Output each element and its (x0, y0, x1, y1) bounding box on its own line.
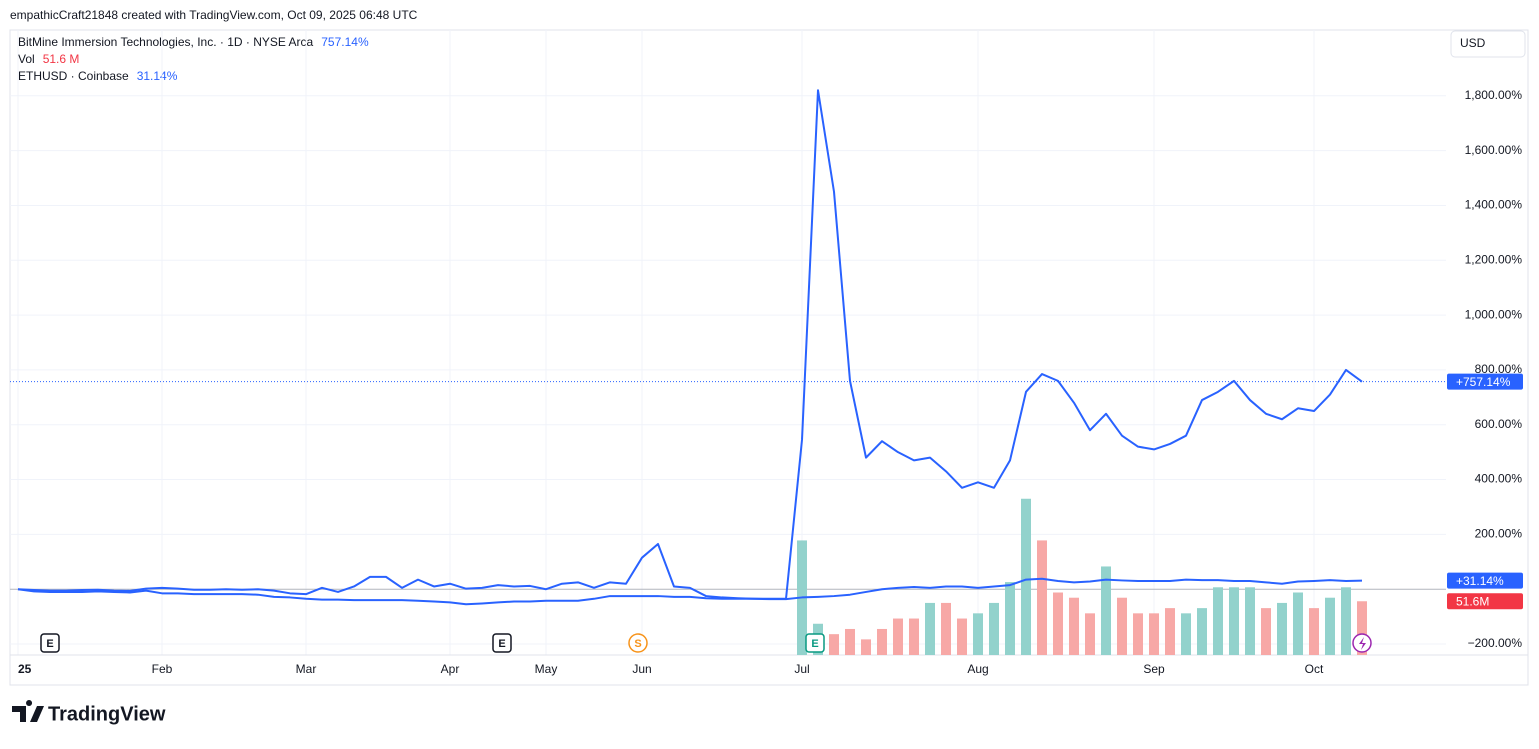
header: empathicCraft21848 created with TradingV… (10, 8, 418, 22)
y-tick-label: 1,000.00% (1465, 307, 1523, 321)
volume-bar (957, 618, 967, 655)
logo: TradingView (12, 700, 166, 725)
price-line (17, 577, 1363, 606)
volume-bar (829, 634, 839, 655)
x-tick-label: Oct (1305, 662, 1324, 676)
currency-button[interactable] (1450, 30, 1526, 58)
y-tick-label: 400.00% (1475, 472, 1523, 486)
price-badge (1447, 593, 1523, 610)
x-tick-label: Sep (1143, 662, 1165, 676)
split-icon (1359, 637, 1366, 650)
volume-bar (941, 602, 951, 655)
volume-bar (925, 602, 935, 655)
legend-value: 31.14% (137, 69, 178, 83)
x-tick-label: 25 (18, 662, 32, 676)
event-marker (628, 633, 648, 653)
x-tick-label: Jul (794, 662, 809, 676)
legend-value: 51.6 M (43, 52, 80, 66)
price-badge-label: +31.14% (1456, 574, 1504, 588)
volume-bar (1213, 587, 1223, 655)
volume-bar (1069, 597, 1079, 655)
y-tick-label: 1,600.00% (1465, 143, 1523, 157)
volume-bar (1229, 587, 1239, 655)
volume-bar (1165, 608, 1175, 655)
volume-bar (973, 613, 983, 655)
event-label: E (498, 638, 505, 650)
logo-text: TradingView (48, 703, 166, 725)
volume-bar (1181, 613, 1191, 655)
volume-bar (1245, 587, 1255, 655)
event-marker (492, 633, 512, 653)
volume-bar (989, 602, 999, 655)
y-tick-label: 1,200.00% (1465, 252, 1523, 266)
volume-bar (893, 618, 903, 655)
volume-bar (1261, 608, 1271, 655)
price-badge-label: 51.6M (1456, 594, 1489, 608)
volume-bar (1277, 602, 1287, 655)
volume-bar (877, 628, 887, 655)
price-badge-label: +757.14% (1456, 375, 1511, 389)
volume-bar (1037, 540, 1047, 655)
legend-value: 757.14% (321, 35, 369, 49)
y-tick-label: 800.00% (1475, 362, 1523, 376)
currency[interactable]: USD (1460, 36, 1486, 50)
y-tick-label: 1,400.00% (1465, 198, 1523, 212)
event-label: S (634, 638, 641, 650)
volume-bar (1117, 597, 1127, 655)
volume-bar (1309, 608, 1319, 655)
price-line (17, 89, 1363, 600)
x-tick-label: Feb (152, 662, 173, 676)
volume-bar (1341, 587, 1351, 655)
x-tick-label: Mar (296, 662, 317, 676)
event-label: E (811, 638, 818, 650)
volume-bar (1101, 566, 1111, 655)
volume-bar (1021, 498, 1031, 655)
legend-name: Vol (18, 52, 35, 66)
volume-bar (1085, 613, 1095, 655)
volume-bar (861, 639, 871, 655)
volume-bar (1197, 608, 1207, 655)
x-tick-label: Jun (632, 662, 651, 676)
logo-icon (12, 700, 44, 722)
event-marker (40, 633, 60, 653)
price-badge (1447, 572, 1523, 589)
volume-bar (1133, 613, 1143, 655)
y-tick-label: 600.00% (1475, 417, 1523, 431)
legend: BitMine Immersion Technologies, Inc. · 1… (18, 35, 369, 83)
volume-bar (845, 628, 855, 655)
event-label: E (46, 638, 53, 650)
legend-name: BitMine Immersion Technologies, Inc. · 1… (18, 35, 314, 49)
x-tick-label: May (535, 662, 558, 676)
x-tick-label: Aug (967, 662, 988, 676)
volume-bar (1149, 613, 1159, 655)
volume-bar (909, 618, 919, 655)
price-badge (1447, 373, 1523, 390)
y-tick-label: −200.00% (1468, 636, 1523, 650)
volume-bar (1053, 592, 1063, 655)
frame (9, 29, 1529, 686)
legend-name: ETHUSD · Coinbase (18, 69, 129, 83)
volume-bar (1325, 597, 1335, 655)
x-tick-label: Apr (441, 662, 460, 676)
y-tick-label: 1,800.00% (1465, 88, 1523, 102)
volume-bar (1357, 601, 1367, 655)
volume-bar (1005, 582, 1015, 655)
y-tick-label: 200.00% (1475, 527, 1523, 541)
event-marker (805, 633, 825, 653)
volume-bar (1293, 592, 1303, 655)
